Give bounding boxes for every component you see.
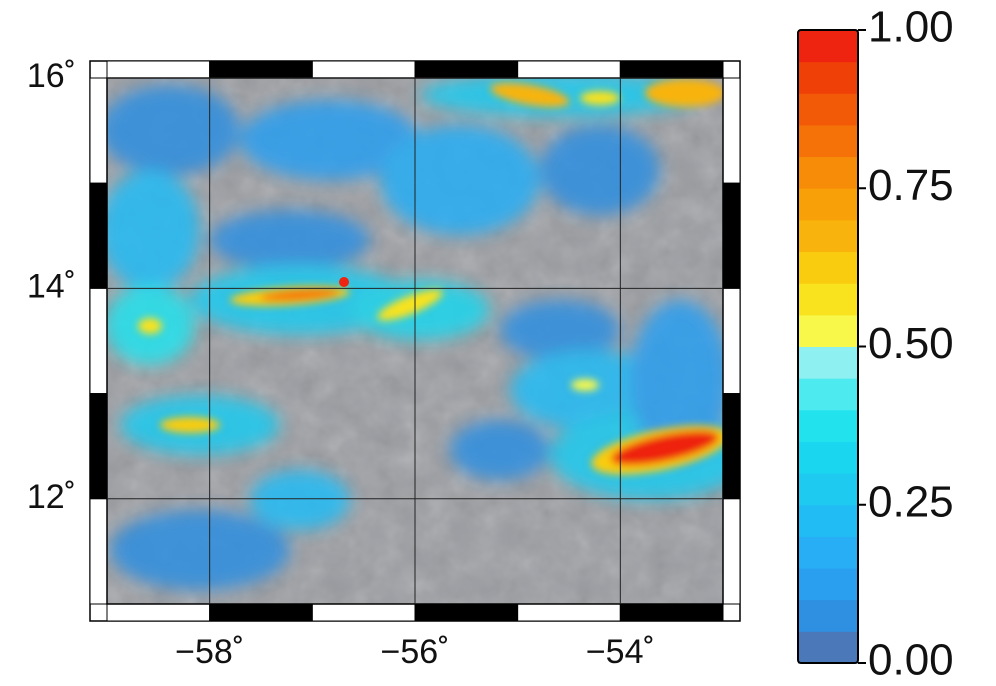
colorbar-band bbox=[798, 441, 858, 473]
colorbar-band bbox=[798, 568, 858, 600]
colorbar-tick-label: 0.50 bbox=[868, 319, 954, 368]
x-tick-label: −58˚ bbox=[175, 633, 244, 671]
colorbar-band bbox=[798, 315, 858, 347]
colorbar-band bbox=[798, 157, 858, 189]
colorbar-band bbox=[798, 631, 858, 663]
y-tick-label: 12˚ bbox=[27, 478, 76, 516]
frame-segment bbox=[723, 78, 740, 183]
frame-segment bbox=[518, 604, 621, 621]
colorbar-band bbox=[798, 536, 858, 568]
colorbar-tick-label: 0.25 bbox=[868, 477, 954, 526]
map-figure: −58˚ −56˚ −54˚ 16˚ 14˚ 12˚ 0.00 0.25 0.50 0.75 1.… bbox=[0, 0, 996, 686]
colorbar-band bbox=[798, 62, 858, 94]
colorbar-band bbox=[798, 220, 858, 252]
colorbar-band bbox=[798, 347, 858, 379]
frame-segment bbox=[312, 604, 415, 621]
frame-segment bbox=[415, 61, 518, 78]
colorbar-band bbox=[798, 473, 858, 505]
frame-segment bbox=[90, 394, 107, 499]
frame-segment bbox=[90, 288, 107, 393]
frame-segment bbox=[723, 499, 740, 604]
frame-segment bbox=[107, 61, 210, 78]
frame-segment bbox=[312, 61, 415, 78]
frame-segment bbox=[90, 499, 107, 604]
colorbar-band bbox=[798, 93, 858, 125]
y-tick-label: 14˚ bbox=[27, 267, 76, 305]
frame-segment bbox=[620, 61, 723, 78]
frame-segment bbox=[620, 604, 723, 621]
map-image bbox=[100, 73, 750, 604]
colorbar-band bbox=[798, 600, 858, 632]
colorbar-band bbox=[798, 378, 858, 410]
colorbar-band bbox=[798, 125, 858, 157]
x-tick-label: −54˚ bbox=[586, 633, 655, 671]
site-marker bbox=[339, 277, 349, 287]
colorbar-band bbox=[798, 30, 858, 62]
colorbar: 0.00 0.25 0.50 0.75 1.00 bbox=[798, 3, 954, 685]
frame-segment bbox=[723, 288, 740, 393]
frame-segment bbox=[518, 61, 621, 78]
colorbar-tick-label: 0.75 bbox=[868, 161, 954, 210]
y-tick-label: 16˚ bbox=[27, 57, 76, 95]
x-tick-label: −56˚ bbox=[381, 633, 450, 671]
frame-segment bbox=[723, 183, 740, 288]
frame-segment bbox=[723, 394, 740, 499]
colorbar-tick-label: 1.00 bbox=[868, 3, 954, 52]
frame-segment bbox=[210, 604, 313, 621]
frame-segment bbox=[415, 604, 518, 621]
colorbar-band bbox=[798, 283, 858, 315]
frame-segment bbox=[210, 61, 313, 78]
colorbar-band bbox=[798, 252, 858, 284]
colorbar-tick-label: 0.00 bbox=[868, 636, 954, 685]
frame-segment bbox=[90, 183, 107, 288]
colorbar-band bbox=[798, 410, 858, 442]
colorbar-band bbox=[798, 505, 858, 537]
frame-segment bbox=[90, 78, 107, 183]
colorbar-band bbox=[798, 188, 858, 220]
frame-segment bbox=[107, 604, 210, 621]
